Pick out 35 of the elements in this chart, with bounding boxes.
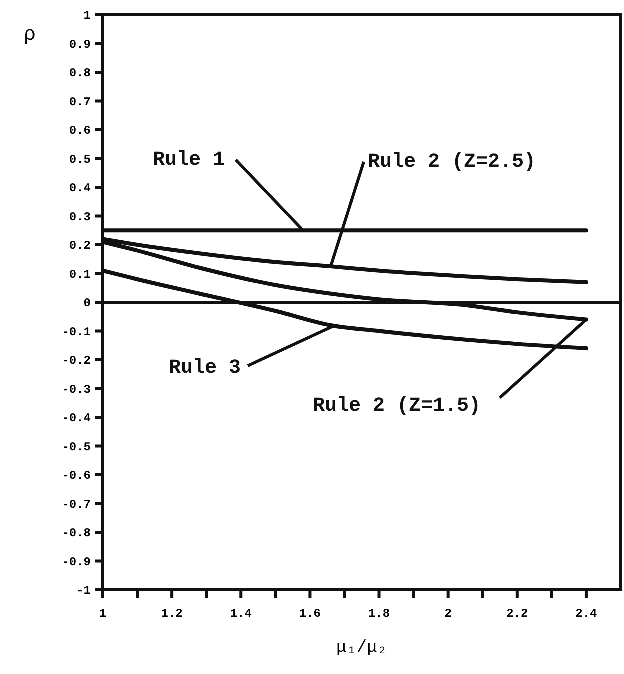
y-tick-label: 0.9: [69, 38, 91, 52]
text: Rule 2 (Z=2.5): [368, 151, 536, 174]
y-tick-label: -0.3: [62, 382, 91, 397]
y-tick-label: 0.2: [69, 239, 91, 254]
x-tick-label: 1: [99, 607, 107, 621]
y-tick-label: 0: [84, 296, 91, 311]
x-tick-label: 2: [444, 607, 452, 621]
x-tick-label: 1.8: [368, 607, 390, 621]
y-tick-label: -0.8: [62, 526, 91, 541]
x-tick-label: 2.2: [506, 607, 528, 621]
x-tick-label: 1.4: [230, 607, 252, 621]
y-tick-label: -1: [76, 584, 91, 598]
y-tick-label: -0.6: [62, 469, 91, 484]
y-tick-label: -0.2: [62, 354, 91, 368]
y-tick-label: 0.8: [69, 66, 91, 81]
y-tick-label: 0.6: [69, 124, 91, 138]
text: Rule 3: [169, 357, 242, 380]
y-tick-label: -0.9: [62, 555, 91, 570]
x-axis-title: μ₁/μ₂: [336, 639, 388, 658]
y-tick-label: 0.5: [69, 152, 91, 167]
y-tick-label: 0.1: [69, 268, 91, 282]
y-tick-label: -0.1: [62, 325, 91, 340]
x-tick-label: 2.4: [576, 607, 598, 621]
y-tick-label: 0.7: [69, 95, 91, 110]
x-tick-label: 1.2: [161, 607, 183, 621]
y-tick-label: -0.4: [62, 412, 91, 426]
text: Rule 1: [153, 149, 226, 172]
y-tick-label: 1: [84, 9, 91, 24]
y-tick-label: 0.3: [69, 210, 91, 224]
y-tick-label: -0.7: [62, 498, 91, 512]
x-tick-label: 1.6: [299, 607, 322, 621]
text: Rule 2 (Z=1.5): [313, 395, 482, 418]
y-axis-title: ρ: [24, 24, 36, 47]
y-tick-label: 0.4: [69, 182, 91, 196]
y-tick-label: -0.5: [62, 440, 91, 454]
